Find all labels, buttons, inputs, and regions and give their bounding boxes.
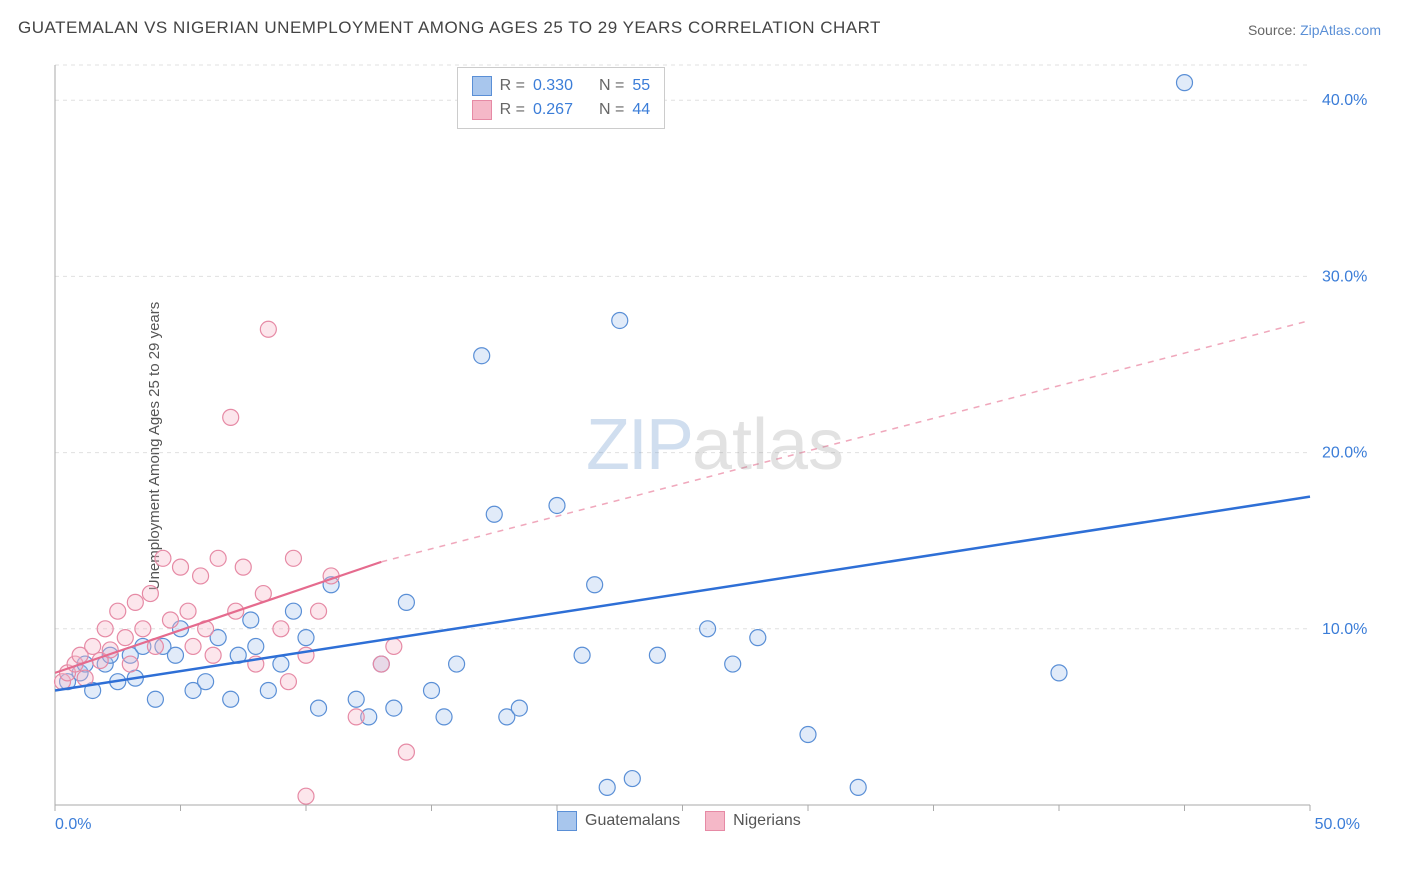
legend-n-value: 55 [632,77,650,95]
legend-swatch [557,811,577,831]
chart-title: GUATEMALAN VS NIGERIAN UNEMPLOYMENT AMON… [18,18,881,38]
legend-row: R = 0.330 N = 55 [472,74,651,98]
scatter-chart: 10.0% 20.0% 30.0% 40.0% 0.0% 50.0% [45,55,1385,835]
svg-text:0.0%: 0.0% [55,816,91,833]
legend-row: R = 0.267 N = 44 [472,98,651,122]
svg-text:40.0%: 40.0% [1322,92,1367,109]
source-attribution: Source: ZipAtlas.com [1248,22,1381,38]
svg-text:50.0%: 50.0% [1315,816,1360,833]
legend-swatch [472,76,492,96]
legend-r-value: 0.330 [533,77,573,95]
series-legend-label: Guatemalans [585,812,680,830]
legend-r-label: R = [500,77,525,95]
svg-text:30.0%: 30.0% [1322,268,1367,285]
series-legend-item: Nigerians [705,811,801,831]
series-legend-item: Guatemalans [557,811,680,831]
legend-n-label: N = [599,101,624,119]
legend-swatch [705,811,725,831]
source-label: Source: [1248,22,1300,38]
source-value: ZipAtlas.com [1300,22,1381,38]
series-legend: Guatemalans Nigerians [557,811,801,831]
legend-r-label: R = [500,101,525,119]
legend-swatch [472,100,492,120]
correlation-legend: R = 0.330 N = 55 R = 0.267 N = 44 [457,67,666,129]
svg-text:20.0%: 20.0% [1322,445,1367,462]
plot-area: 10.0%20.0%30.0%40.0%0.0%50.0% ZIPatlas R… [45,55,1385,835]
svg-text:10.0%: 10.0% [1322,621,1367,638]
legend-n-value: 44 [632,101,650,119]
legend-r-value: 0.267 [533,101,573,119]
series-legend-label: Nigerians [733,812,801,830]
legend-n-label: N = [599,77,624,95]
